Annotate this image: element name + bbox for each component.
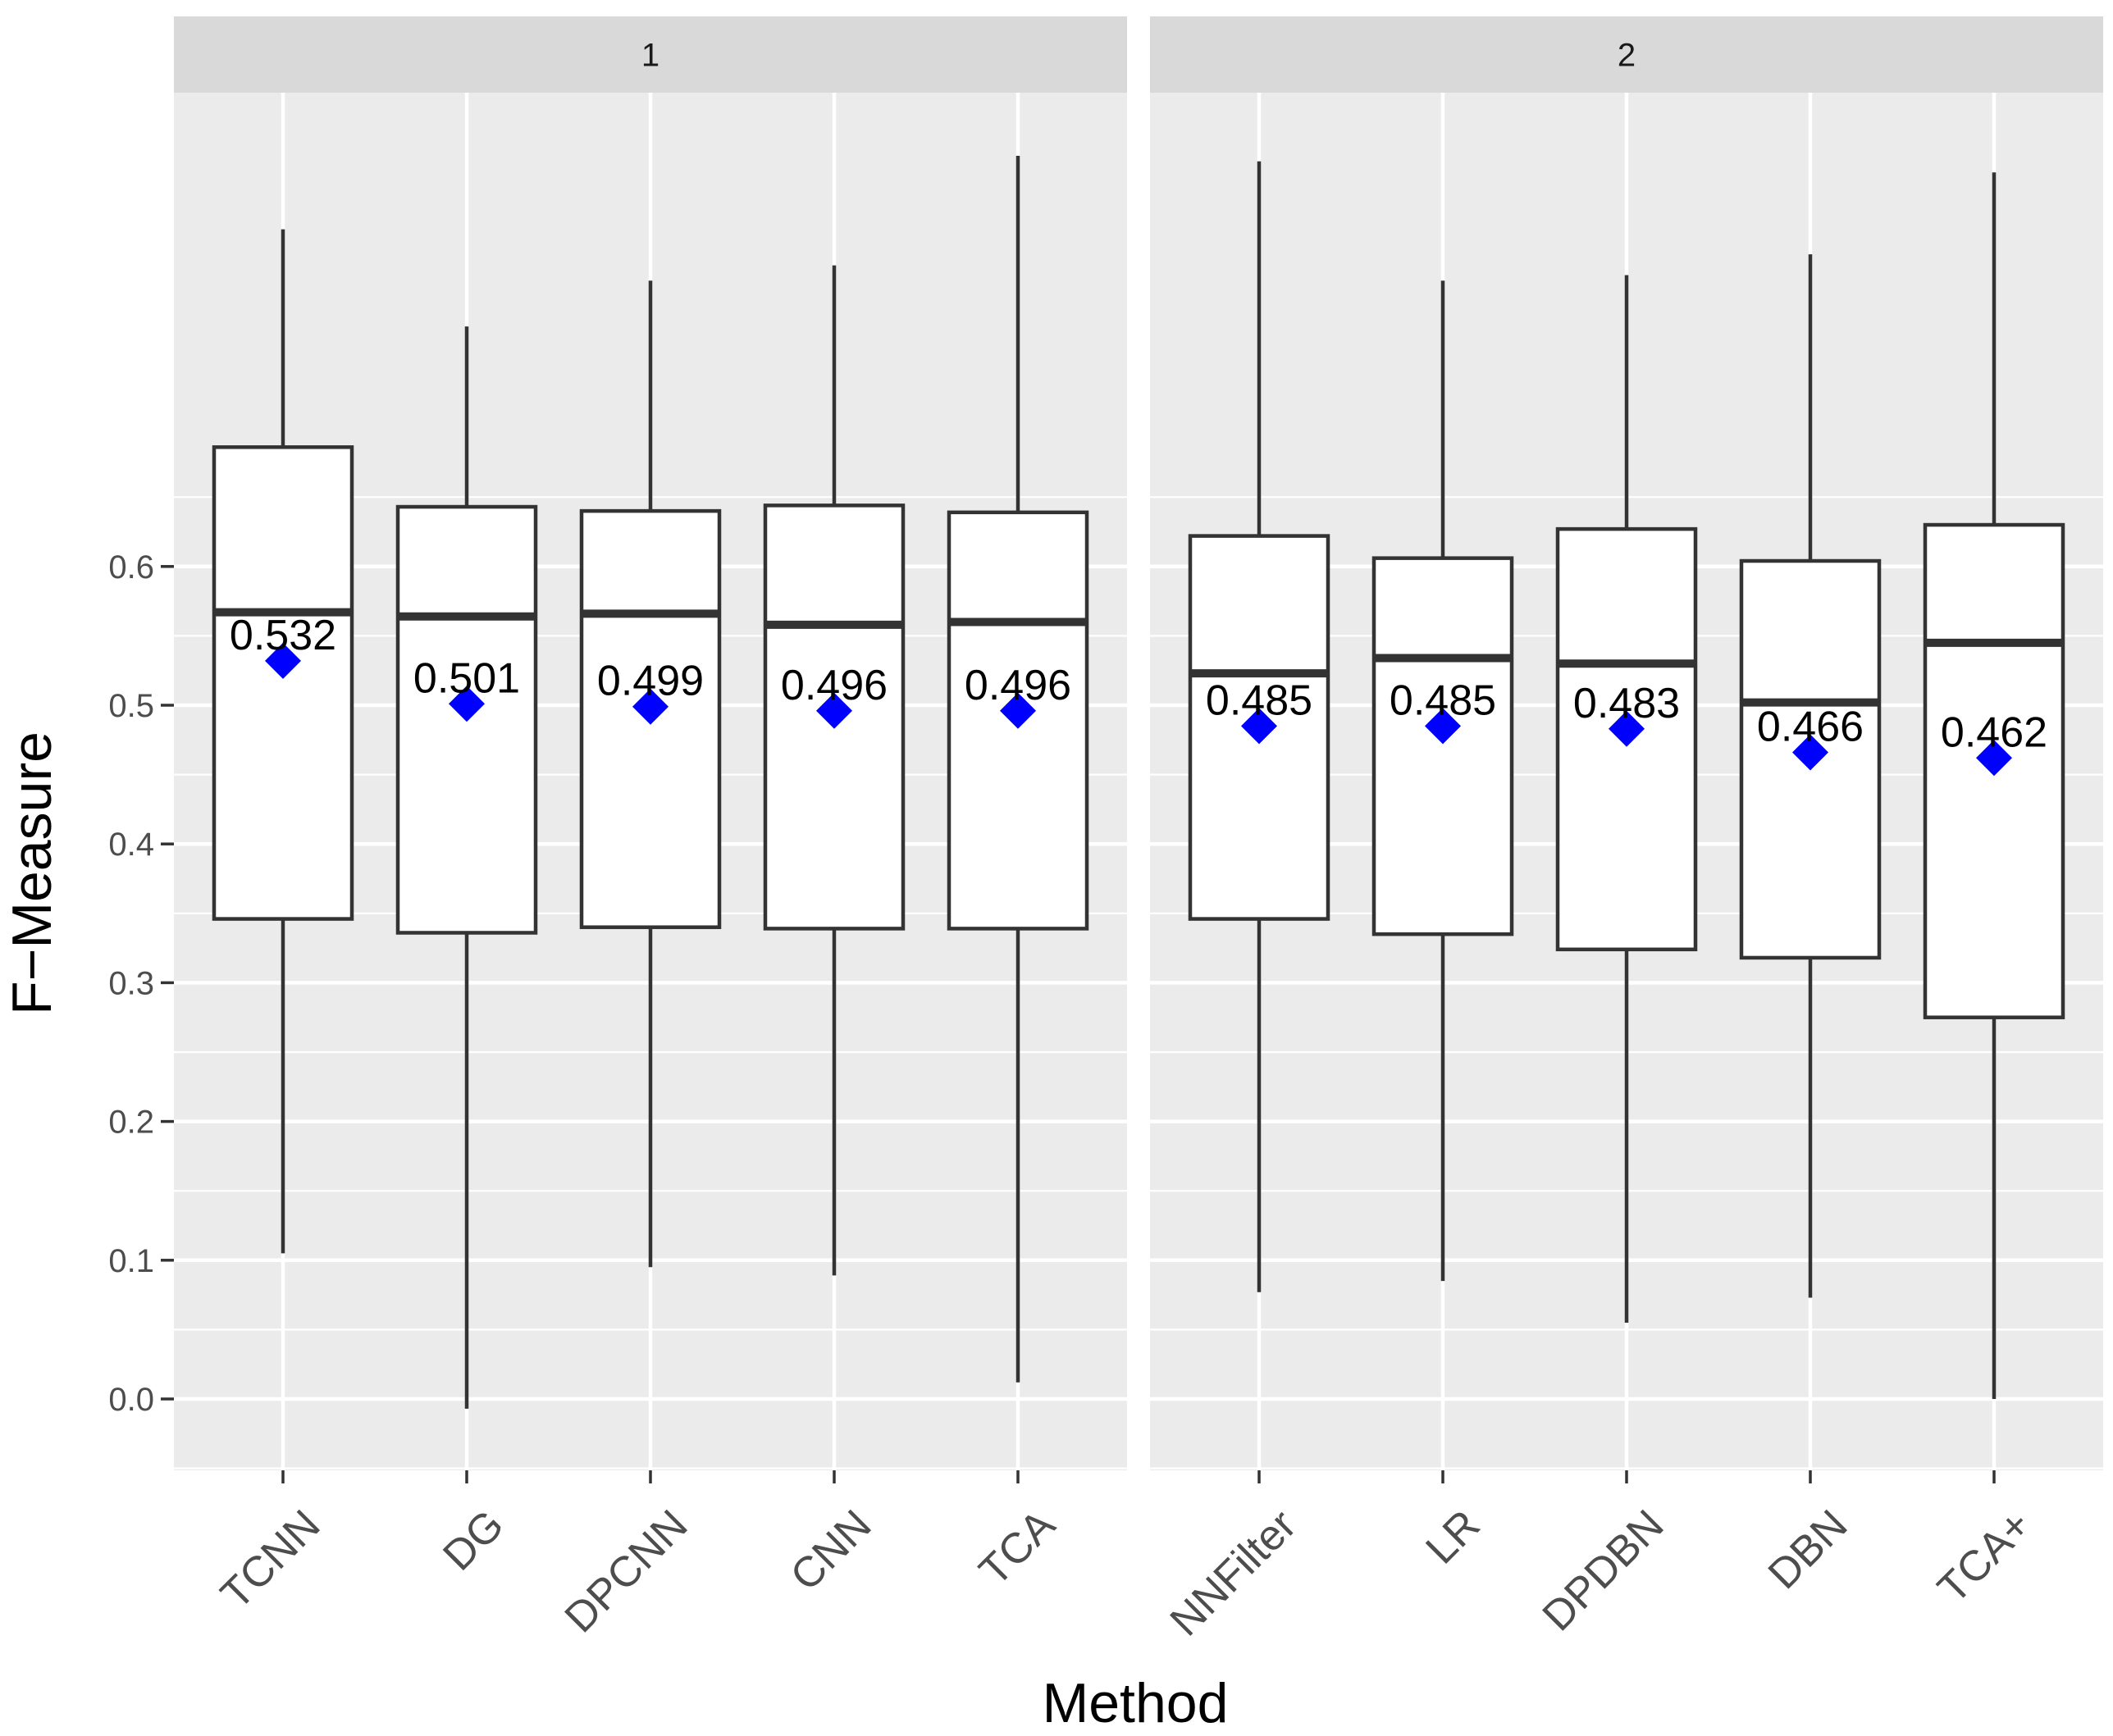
mean-label: 0.483 [1573, 680, 1680, 727]
mean-label: 0.466 [1757, 704, 1864, 751]
mean-point [1792, 734, 1828, 771]
y-tick-label: 0.4 [108, 827, 154, 863]
mean-point [1000, 692, 1036, 729]
y-tick-label: 0.3 [108, 965, 154, 1001]
mean-label: 0.462 [1941, 709, 2047, 756]
mean-point [632, 688, 669, 725]
x-tick-label: TCNN [212, 1501, 329, 1618]
mean-label: 0.496 [781, 662, 888, 709]
mean-label: 0.499 [597, 658, 704, 705]
box-iqr [1371, 556, 1514, 936]
mean-label: 0.485 [1206, 677, 1312, 724]
x-axis-title: Method [1043, 1672, 1229, 1734]
x-tick-label: LR [1417, 1501, 1489, 1573]
y-axis: 0.0 0.1 0.2 0.3 0.4 0.5 0.6 [108, 549, 174, 1418]
facet-panel: 10.532TCNN0.501DG0.499DPCNN0.496CNN0.496… [174, 16, 1127, 1642]
mean-point [816, 692, 852, 729]
facet-strip [1150, 16, 2103, 93]
facet-strip-label: 2 [1618, 38, 1636, 74]
x-tick-label: CNN [782, 1501, 881, 1600]
y-tick-label: 0.5 [108, 688, 154, 724]
box-lr: 0.485 LR [1371, 280, 1514, 1574]
y-tick-label: 0.1 [108, 1243, 154, 1279]
x-tick-label: NNFilter [1161, 1501, 1306, 1645]
box-cnn: 0.496 CNN [763, 265, 906, 1600]
x-tick-label: DPCNN [556, 1501, 697, 1642]
y-tick-label: 0.0 [108, 1382, 154, 1418]
x-tick-label: DBN [1759, 1501, 1857, 1598]
box-iqr [212, 445, 354, 921]
mean-label: 0.532 [230, 612, 336, 659]
mean-point [1241, 708, 1277, 745]
box-dg: 0.501 DG [395, 326, 538, 1580]
mean-label: 0.496 [965, 662, 1071, 709]
y-axis-title: F−Measure [1, 731, 63, 1015]
mean-point [265, 642, 301, 679]
y-tick-label: 0.2 [108, 1105, 154, 1141]
facet-panel: 2 0.485 NNFilter 0.485 LR 0.483 DPDBN 0.466 DBN 0… [1150, 16, 2103, 1645]
facet-panels: 10.532TCNN0.501DG0.499DPCNN0.496CNN0.496… [174, 16, 2103, 1645]
mean-label: 0.485 [1390, 677, 1496, 724]
x-tick-label: TCA+ [1928, 1501, 2040, 1612]
box-tca-: 0.462 TCA+ [1923, 172, 2065, 1613]
mean-label: 0.501 [413, 654, 520, 702]
facet-strip-label: 1 [641, 38, 659, 74]
mean-point [1976, 740, 2012, 777]
facet-strip [174, 16, 1127, 93]
mean-point [449, 686, 485, 722]
x-tick-label: TCA [970, 1501, 1065, 1595]
x-tick-label: DG [434, 1501, 513, 1579]
x-tick-label: DPDBN [1534, 1501, 1673, 1640]
mean-point [1425, 708, 1461, 745]
y-tick-label: 0.6 [108, 549, 154, 586]
mean-point [1609, 710, 1645, 747]
